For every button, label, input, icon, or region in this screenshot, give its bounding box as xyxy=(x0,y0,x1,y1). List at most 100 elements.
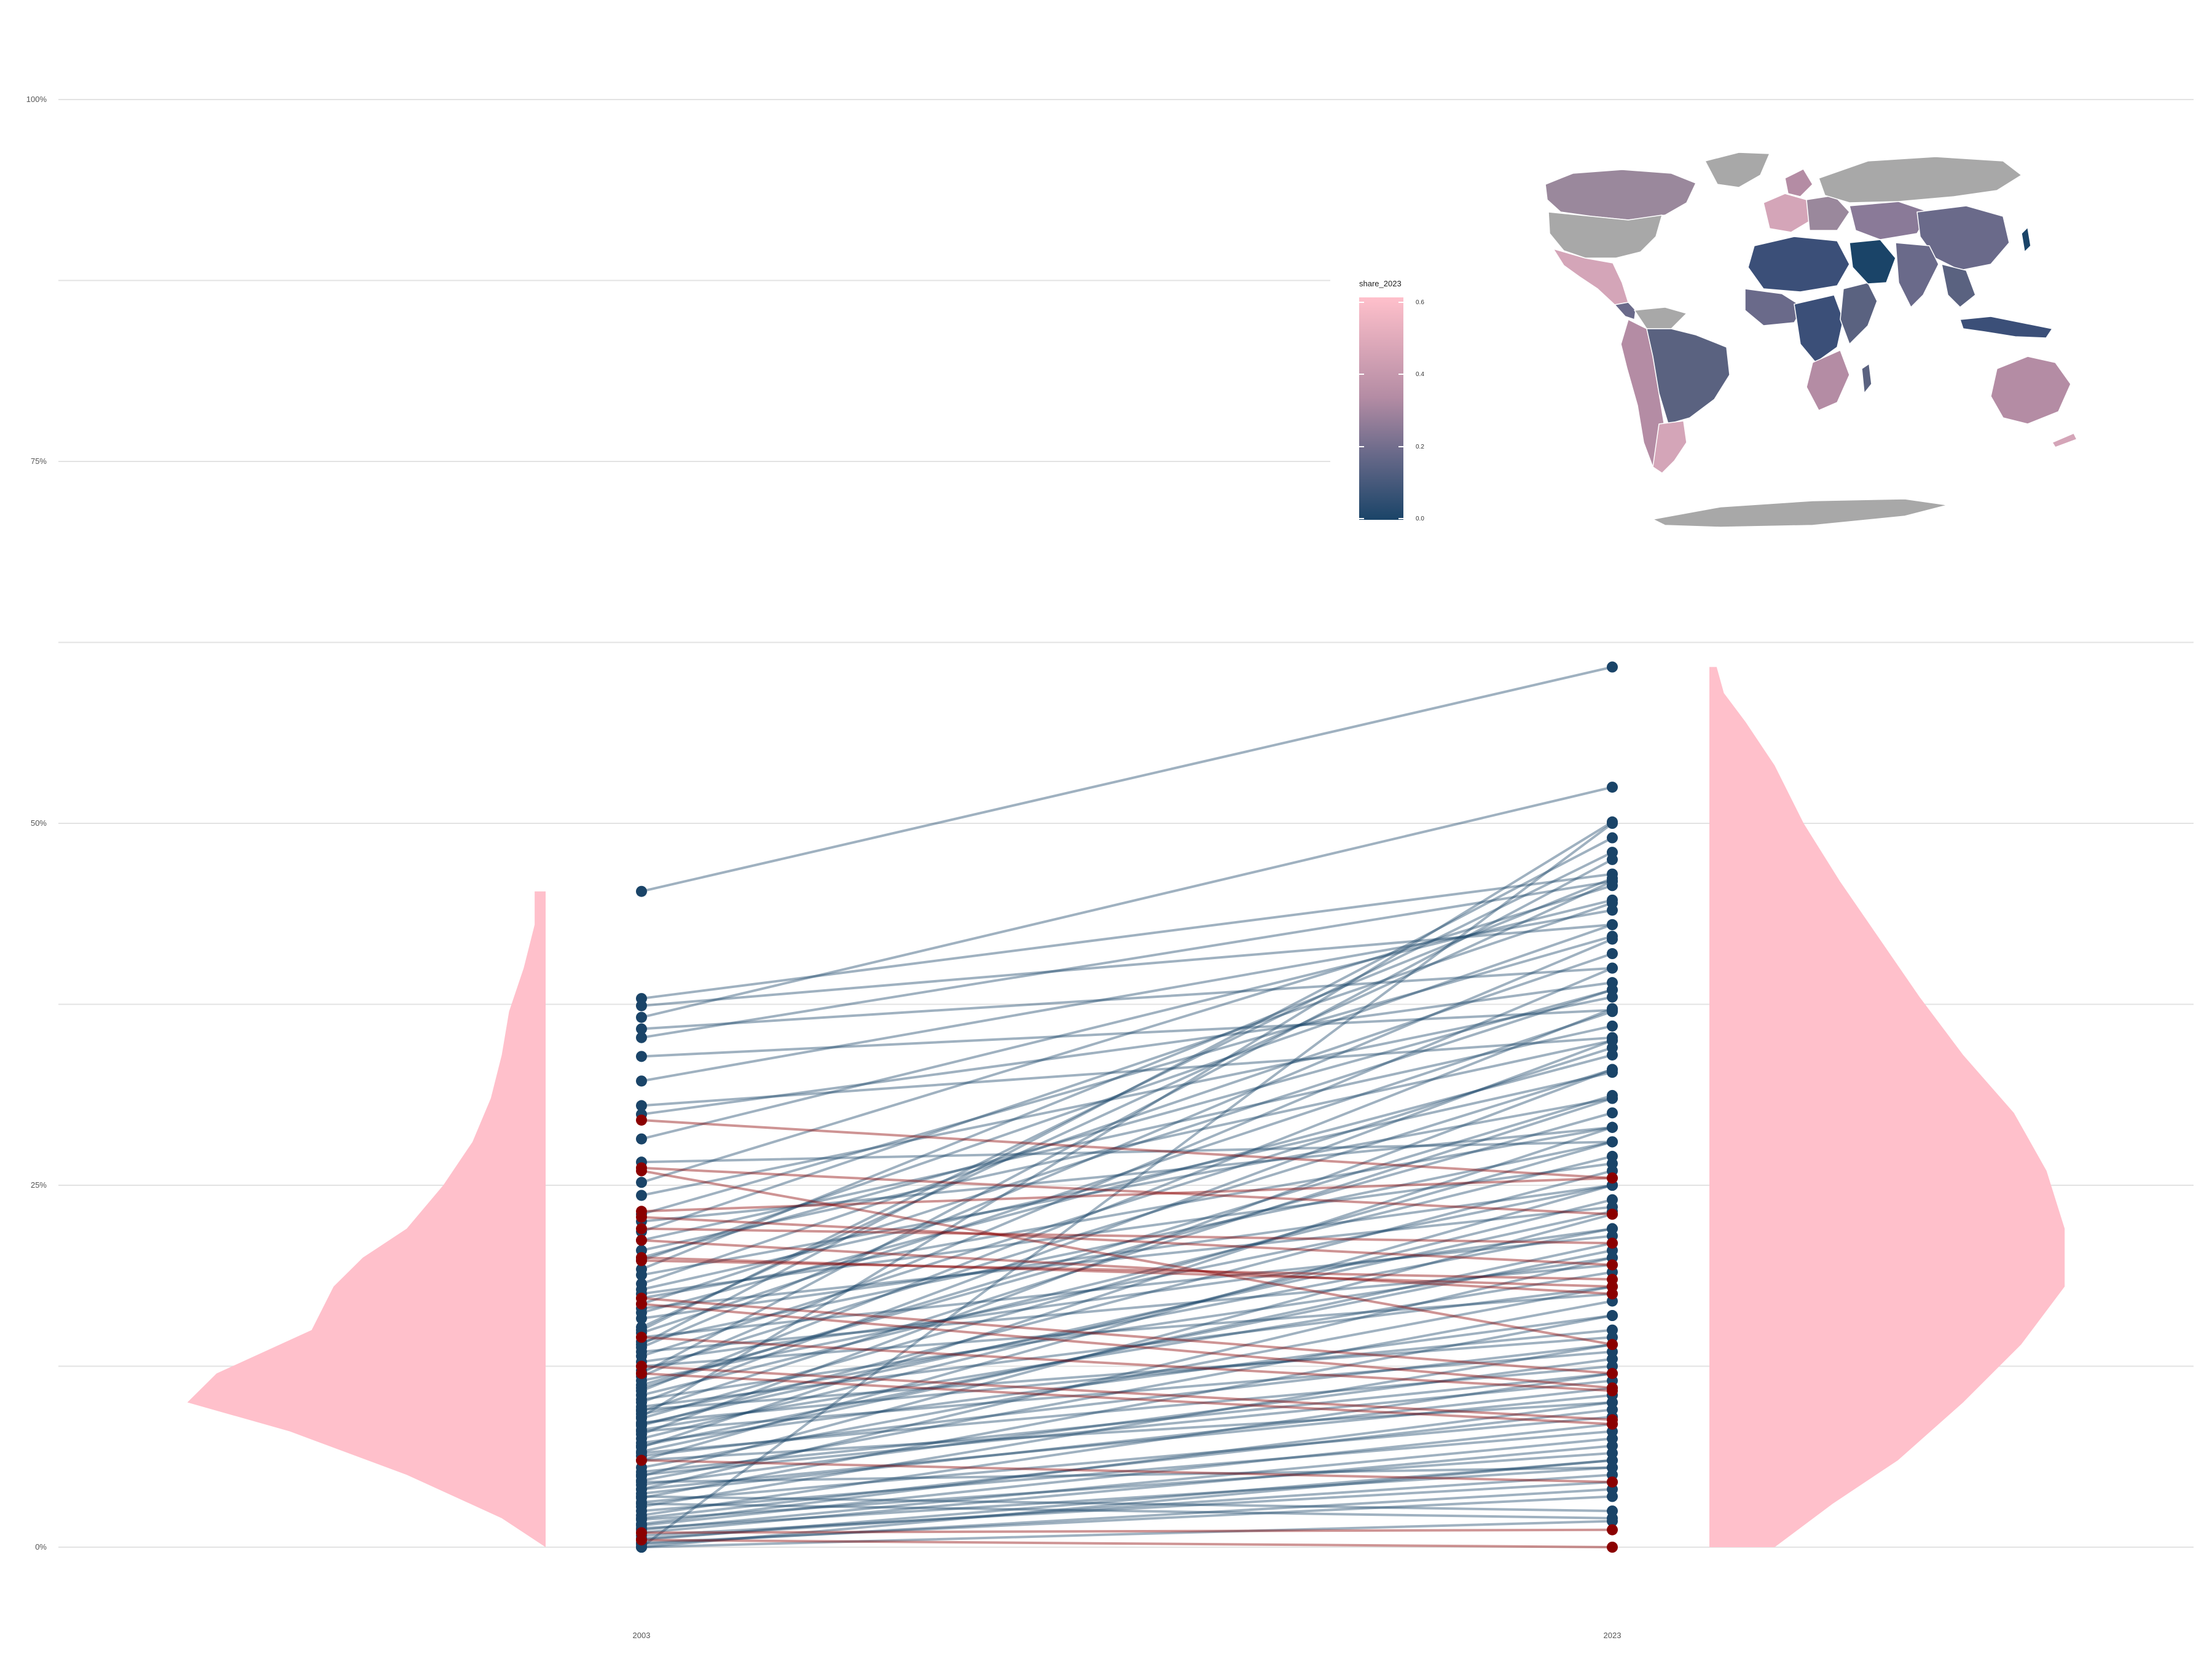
slope-line-increase xyxy=(640,988,1614,1259)
slope-line-increase xyxy=(640,1415,1614,1504)
slope-line-increase xyxy=(640,1263,1614,1353)
point-2003 xyxy=(636,1454,647,1466)
point-2023 xyxy=(1607,1089,1618,1101)
slope-line-increase xyxy=(640,822,1614,1548)
density-2003 xyxy=(187,891,546,1547)
slope-line-decrease xyxy=(640,1303,1614,1389)
slope-line-increase xyxy=(640,1036,1614,1107)
map-region-south-america-north xyxy=(1634,307,1687,329)
point-2023 xyxy=(1607,1476,1618,1488)
slope-line-increase xyxy=(640,1292,1614,1368)
map-region-usa xyxy=(1548,211,1663,259)
point-2023 xyxy=(1607,984,1618,995)
point-2003 xyxy=(636,1483,647,1495)
y-tick-label: 25% xyxy=(31,1180,47,1190)
y-tick-label: 75% xyxy=(31,457,47,466)
legend-tick-label: 0.6 xyxy=(1416,299,1424,306)
point-2003 xyxy=(636,1404,647,1416)
point-2003 xyxy=(636,1011,647,1023)
point-2023 xyxy=(1607,1404,1618,1416)
slope-line-decrease xyxy=(640,1259,1614,1281)
point-2003 xyxy=(636,1234,647,1246)
point-2003 xyxy=(636,1298,647,1310)
density-2023 xyxy=(1709,667,2065,1547)
point-2003 xyxy=(636,1051,647,1062)
x-axis-ticks: 2003 2023 xyxy=(633,1631,1622,1640)
point-2023 xyxy=(1607,1274,1618,1285)
slope-line-increase xyxy=(640,923,1614,1007)
point-2023 xyxy=(1607,1433,1618,1445)
map-region-greenland xyxy=(1704,152,1770,188)
point-2003 xyxy=(636,1269,647,1281)
point-2023 xyxy=(1607,1020,1618,1032)
slope-line-increase xyxy=(640,1227,1614,1416)
slope-line-increase xyxy=(640,1343,1614,1457)
slope-line-increase xyxy=(640,1372,1614,1517)
slope-line-increase xyxy=(640,1488,1614,1546)
slope-line-increase xyxy=(640,1039,1614,1252)
slope-line-increase xyxy=(640,1206,1614,1310)
point-2023 xyxy=(1607,853,1618,865)
point-2003 xyxy=(636,1312,647,1324)
point-2023 xyxy=(1607,1035,1618,1046)
slope-line-increase xyxy=(640,1437,1614,1531)
slope-line-decrease xyxy=(640,1256,1614,1288)
slope-line-increase xyxy=(640,1394,1614,1491)
slope-line-increase xyxy=(640,1328,1614,1424)
point-2023 xyxy=(1607,1172,1618,1184)
density-layer xyxy=(187,667,2065,1547)
slope-line-increase xyxy=(640,858,1614,1375)
slope-line-increase xyxy=(640,1210,1614,1426)
slope-line-decrease xyxy=(640,1166,1614,1216)
slope-line-increase xyxy=(640,1451,1614,1521)
slope-line-increase xyxy=(640,1401,1614,1462)
inset-background xyxy=(1330,123,2190,565)
slope-line-increase xyxy=(640,1227,1614,1363)
slope-line-increase xyxy=(640,1401,1614,1526)
point-2023 xyxy=(1607,1524,1618,1535)
slope-line-increase xyxy=(640,1097,1614,1413)
slope-line-increase xyxy=(640,1466,1614,1483)
point-2023 xyxy=(1607,897,1618,909)
slope-line-increase xyxy=(640,952,1614,1285)
point-2003 xyxy=(636,1211,647,1223)
point-2023 xyxy=(1607,948,1618,960)
slope-line-increase xyxy=(640,1271,1614,1432)
slope-line-increase xyxy=(640,1285,1614,1469)
point-2023 xyxy=(1607,1512,1618,1524)
map-region-brazil xyxy=(1646,328,1730,425)
slope-line-increase xyxy=(640,1249,1614,1448)
point-2003 xyxy=(636,1469,647,1481)
point-2023 xyxy=(1607,1237,1618,1249)
slope-line-decrease xyxy=(640,1365,1614,1421)
slope-line-decrease xyxy=(640,1539,1614,1548)
slope-line-increase xyxy=(640,836,1614,1346)
slope-line-increase xyxy=(640,938,1614,1349)
slope-points xyxy=(636,661,1618,1553)
slope-line-increase xyxy=(640,1242,1614,1453)
legend-tick-label: 0.4 xyxy=(1416,371,1424,378)
slope-line-increase xyxy=(640,1256,1614,1491)
slope-line-increase xyxy=(640,1140,1614,1343)
map-region-scandinavia xyxy=(1784,168,1813,197)
slope-line-increase xyxy=(640,1112,1614,1387)
point-2003 xyxy=(636,1498,647,1510)
point-2003 xyxy=(636,1527,647,1539)
slope-line-decrease xyxy=(640,1372,1614,1426)
map-region-north-africa xyxy=(1747,236,1850,292)
map-region-japan xyxy=(2021,227,2031,253)
slope-line-increase xyxy=(640,898,1614,1140)
y-tick-label: 0% xyxy=(35,1542,47,1551)
point-2003 xyxy=(636,1426,647,1437)
slope-line-increase xyxy=(640,1422,1614,1527)
slope-line-increase xyxy=(640,1495,1614,1544)
point-2023 xyxy=(1607,1121,1618,1133)
map-region-australia xyxy=(1990,356,2071,425)
slope-line-increase xyxy=(640,1184,1614,1382)
legend-title: share_2023 xyxy=(1359,279,1402,288)
point-2023 xyxy=(1607,1003,1618,1014)
slope-line-increase xyxy=(640,1169,1614,1427)
slope-line-decrease xyxy=(640,1336,1614,1392)
map-region-antarctica xyxy=(1652,498,1948,528)
